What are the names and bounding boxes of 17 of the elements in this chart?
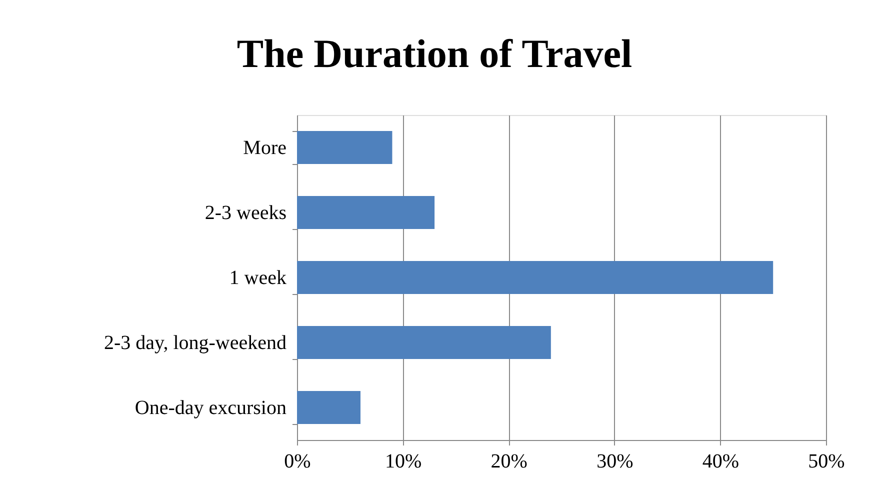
x-tick-label: 40% [702, 450, 740, 472]
bar [297, 131, 392, 164]
x-tick-label: 30% [596, 450, 634, 472]
bar [297, 391, 360, 424]
y-tick-label: More [243, 137, 287, 159]
x-tick-label: 50% [808, 450, 845, 472]
x-tick-label: 10% [384, 450, 422, 472]
bar [297, 261, 774, 294]
bar [297, 196, 435, 229]
chart-title: The Duration of Travel [236, 31, 632, 76]
x-tick-label: 20% [490, 450, 528, 472]
x-tick-label: 0% [284, 450, 311, 472]
y-tick-label: 1 week [229, 267, 286, 289]
y-tick-label: One-day excursion [134, 397, 286, 419]
bar [297, 326, 551, 359]
y-tick-label: 2-3 weeks [204, 202, 287, 224]
y-tick-label: 2-3 day, long-weekend [104, 332, 286, 354]
